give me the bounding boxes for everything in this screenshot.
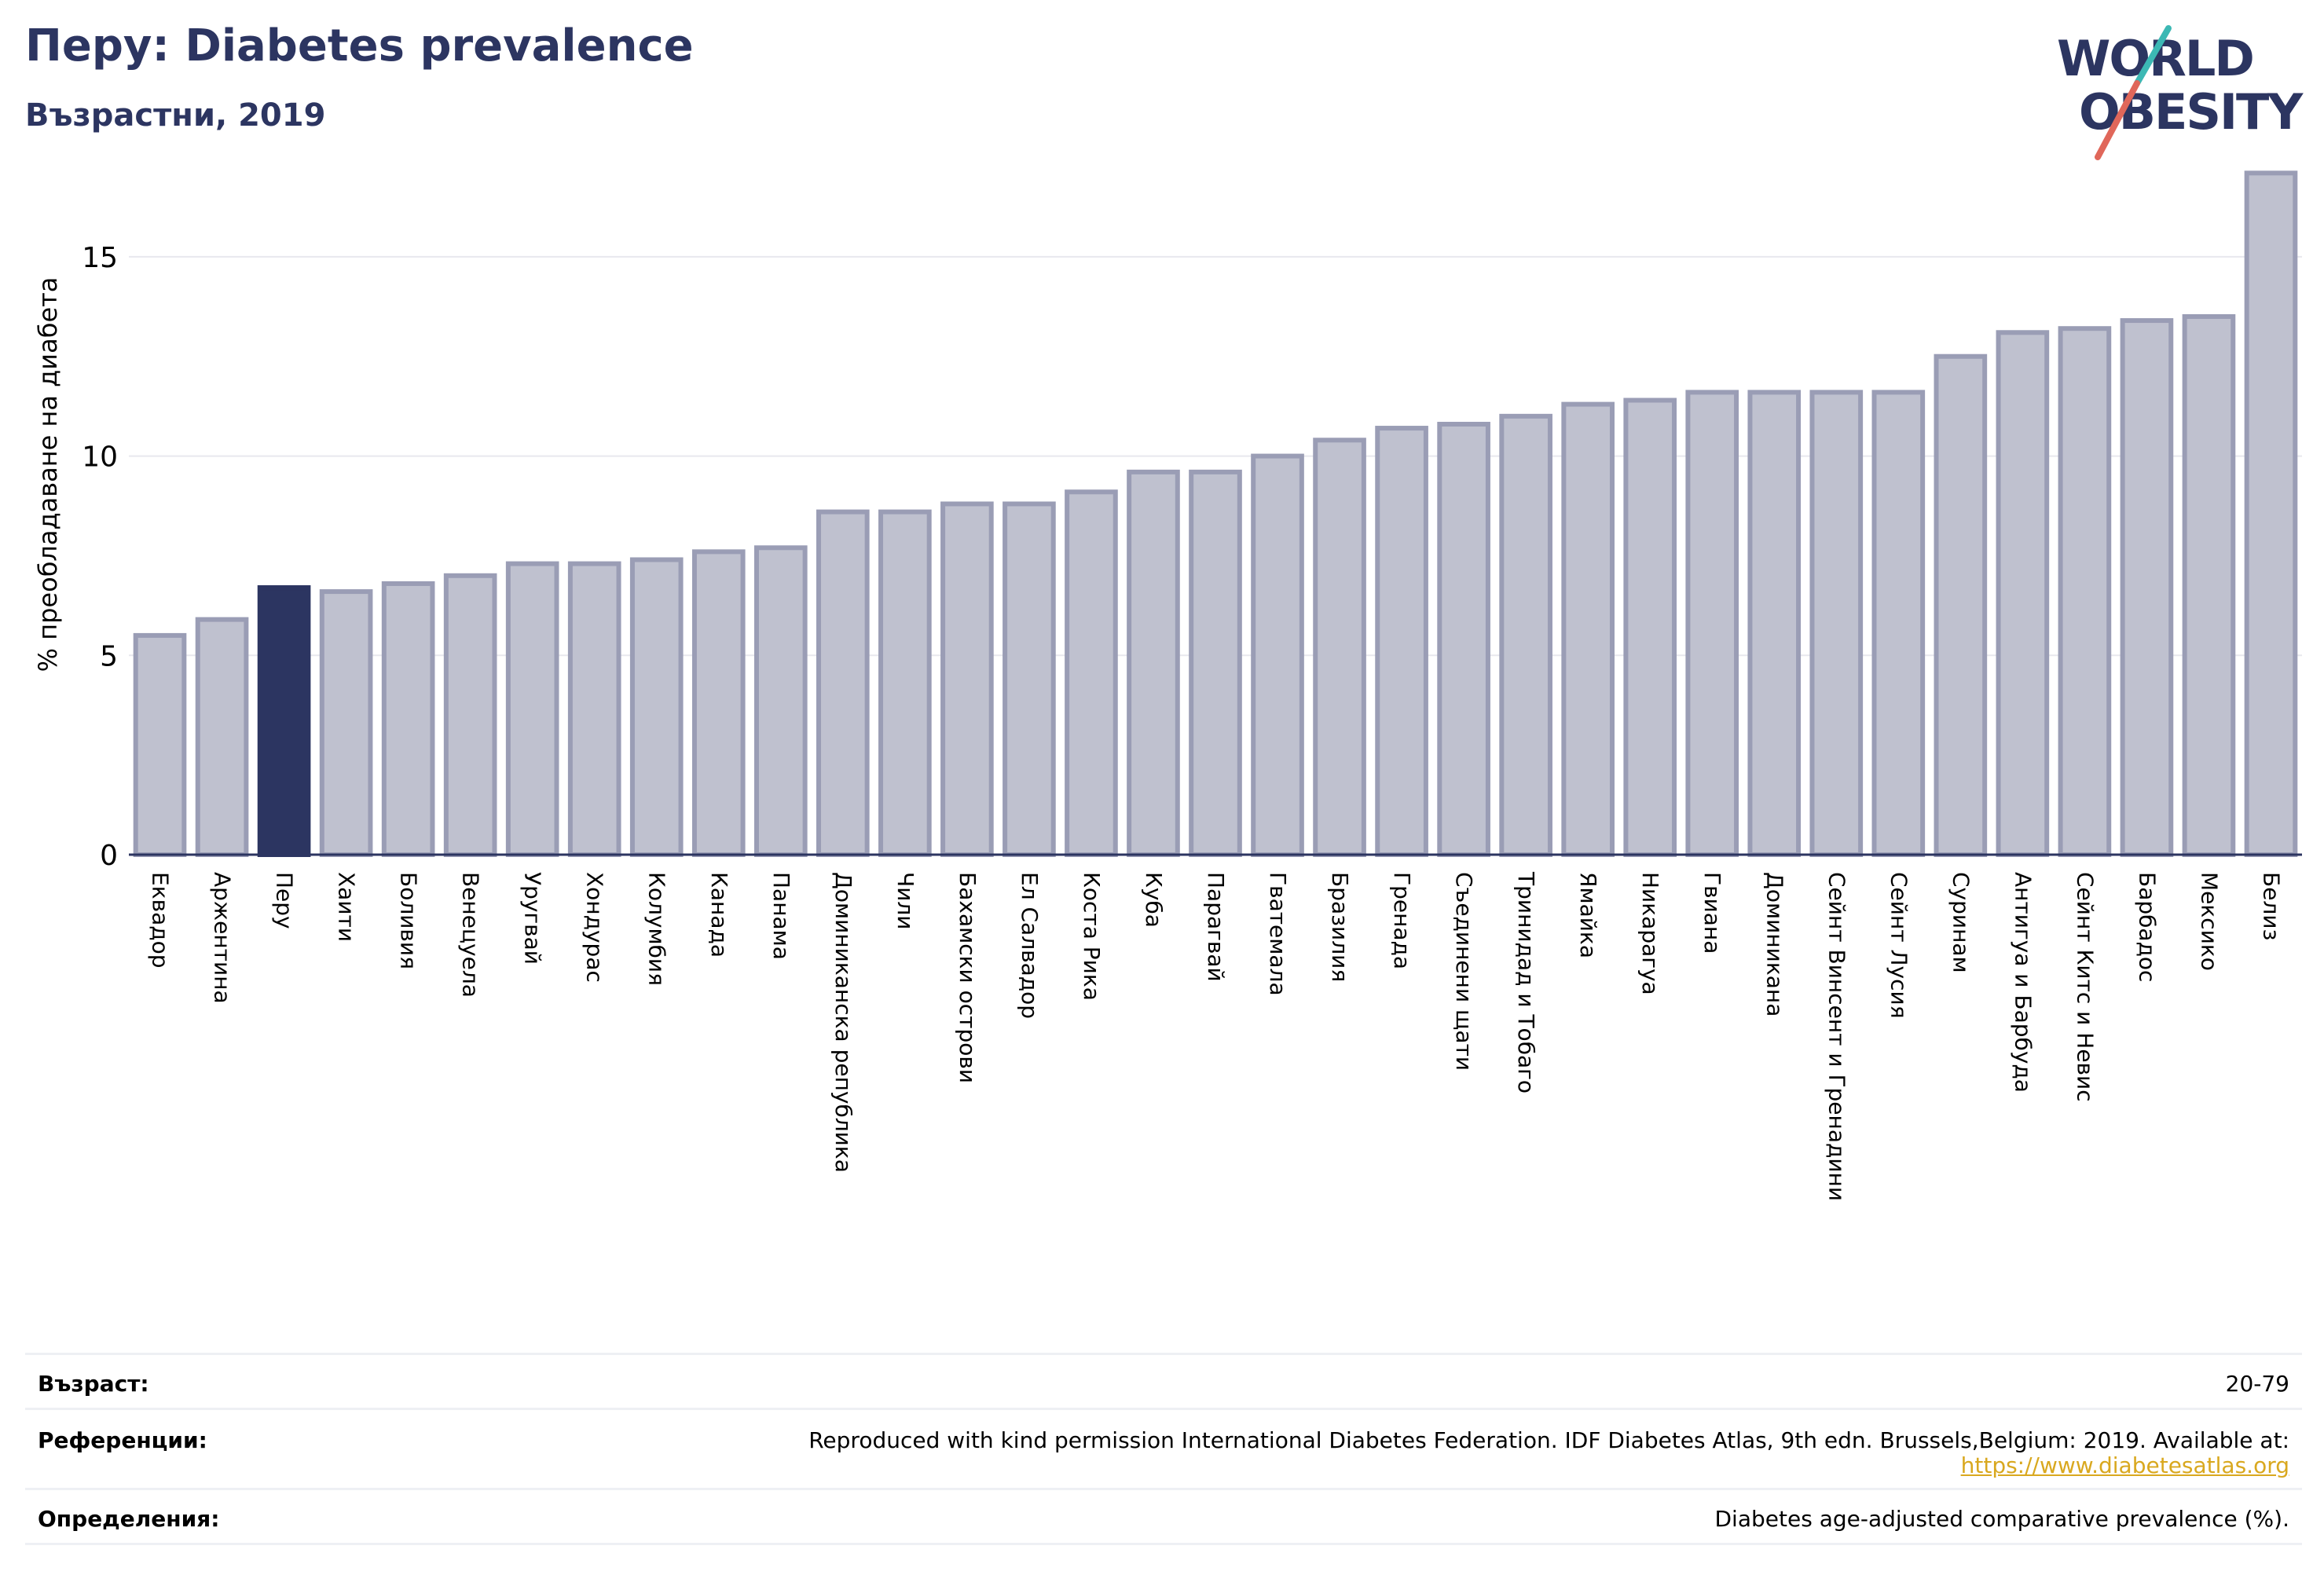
x-tick-label: Канада: [706, 872, 732, 958]
x-tick-label: Коста Рика: [1079, 872, 1105, 1001]
x-tick-label: Бахамски острови: [955, 872, 981, 1083]
y-tick-label: 5: [100, 640, 118, 672]
x-tick-label: Антигуа и Барбуда: [2010, 872, 2036, 1093]
bar: [1003, 501, 1056, 857]
footer-references-row: Референции: Reproduced with kind permiss…: [25, 1408, 2302, 1490]
x-tick-label: Сейнт Лусия: [1886, 872, 1912, 1019]
bar: [753, 545, 808, 858]
y-tick-label: 15: [82, 242, 118, 274]
bar: [1809, 390, 1864, 857]
bar: [1561, 401, 1615, 857]
bar: [505, 561, 559, 857]
footer-divider: [25, 1543, 2302, 1545]
bar: [133, 632, 187, 858]
bar: [1499, 413, 1552, 857]
age-label: Възраст:: [38, 1371, 149, 1397]
x-tick-label: Гватемала: [1265, 872, 1291, 996]
bar: [195, 617, 249, 857]
definitions-label: Определения:: [38, 1506, 220, 1532]
y-axis-label: % преобладаване на диабета: [33, 277, 63, 672]
bar: [1065, 489, 1118, 857]
bar: [629, 557, 684, 857]
bar: [567, 561, 621, 857]
logo-line1: WORLD: [2057, 30, 2253, 87]
x-tick-label: Бразилия: [1327, 872, 1353, 982]
page-subtitle: Възрастни, 2019: [25, 97, 326, 134]
definitions-value: Diabetes age-adjusted comparative preval…: [1714, 1506, 2290, 1532]
x-tick-label: Венецуела: [458, 872, 484, 998]
bar: [1996, 330, 2050, 858]
bar: [381, 581, 435, 857]
bar: [1685, 390, 1739, 857]
bar: [2120, 318, 2174, 857]
references-label: Референции:: [38, 1427, 207, 1453]
x-tick-label: Перу: [272, 872, 298, 929]
bar: [1189, 469, 1242, 858]
bar-highlight: [257, 585, 311, 857]
x-tick-label: Барбадос: [2134, 872, 2160, 982]
x-tick-label: Хондурас: [582, 872, 608, 983]
bar: [1623, 397, 1677, 857]
bar: [1871, 390, 1926, 857]
x-tick-label: Гвиана: [1699, 872, 1725, 954]
bar-chart: 0 5 10 15 Еквадор Аржентина Перу Хаити Боливия Ве…: [33, 170, 2302, 1201]
bar: [940, 501, 994, 857]
bar: [1934, 353, 1988, 857]
x-tick-label: Боливия: [396, 872, 422, 969]
x-tick-label: Мексико: [2196, 872, 2222, 971]
bar: [1747, 390, 1802, 857]
y-tick-label: 0: [100, 840, 118, 872]
bar: [691, 549, 746, 858]
x-tick-label: Парагвай: [1203, 872, 1229, 982]
age-value: 20-79: [2225, 1371, 2289, 1397]
x-tick-label: Еквадор: [148, 872, 174, 969]
page-title: Перу: Diabetes prevalence: [25, 20, 694, 71]
bar: [319, 589, 373, 858]
x-tick-label: Сейнт Китс и Невис: [2072, 872, 2098, 1102]
x-tick-label: Уругвай: [520, 872, 546, 965]
x-tick-label: Ямайка: [1575, 872, 1601, 958]
footer-age-row: Възраст: 20-79: [25, 1353, 2302, 1410]
x-tick-label: Аржентина: [210, 872, 236, 1004]
x-tick-label: Ел Салвадор: [1017, 872, 1043, 1019]
x-tick-label: Никарагуа: [1637, 872, 1663, 995]
x-tick-label: Тринидад и Тобаго: [1513, 871, 1539, 1093]
x-tick-label: Суринам: [1948, 872, 1974, 973]
bar: [1437, 421, 1490, 857]
x-tick-label: Доминиканска република: [830, 872, 856, 1173]
bar: [443, 573, 497, 857]
bar: [2182, 313, 2236, 857]
x-tick-label: Белиз: [2258, 872, 2284, 940]
x-tick-label: Доминикана: [1761, 872, 1787, 1016]
footer-definitions-row: Определения: Diabetes age-adjusted compa…: [25, 1488, 2302, 1545]
world-obesity-logo: WORLD OBESITY: [2057, 25, 2305, 160]
references-value: Reproduced with kind permission Internat…: [808, 1427, 2289, 1453]
logo-slash-red: [2095, 80, 2140, 160]
bar: [2058, 326, 2112, 857]
bar: [1375, 426, 1428, 857]
bar: [1127, 469, 1180, 858]
x-tick-label: Сейнт Винсент и Гренадини: [1824, 872, 1849, 1201]
x-tick-label: Чили: [893, 872, 918, 930]
x-tick-label: Куба: [1141, 872, 1167, 928]
x-tick-label: Съединени щати: [1451, 872, 1477, 1071]
bar: [878, 509, 932, 858]
x-tick-label: Панама: [768, 872, 794, 960]
y-tick-label: 10: [82, 441, 118, 474]
bar: [1313, 438, 1366, 857]
bar: [1251, 453, 1304, 857]
bar: [2244, 170, 2298, 858]
x-tick-label: Гренада: [1389, 872, 1415, 969]
x-tick-label: Хаити: [334, 872, 360, 942]
references-link[interactable]: https://www.diabetesatlas.org: [1960, 1452, 2289, 1478]
x-tick-label: Колумбия: [644, 872, 670, 986]
logo-line2: OBESITY: [2079, 83, 2304, 141]
logo-slash-teal: [2134, 25, 2172, 86]
bar: [816, 509, 870, 858]
